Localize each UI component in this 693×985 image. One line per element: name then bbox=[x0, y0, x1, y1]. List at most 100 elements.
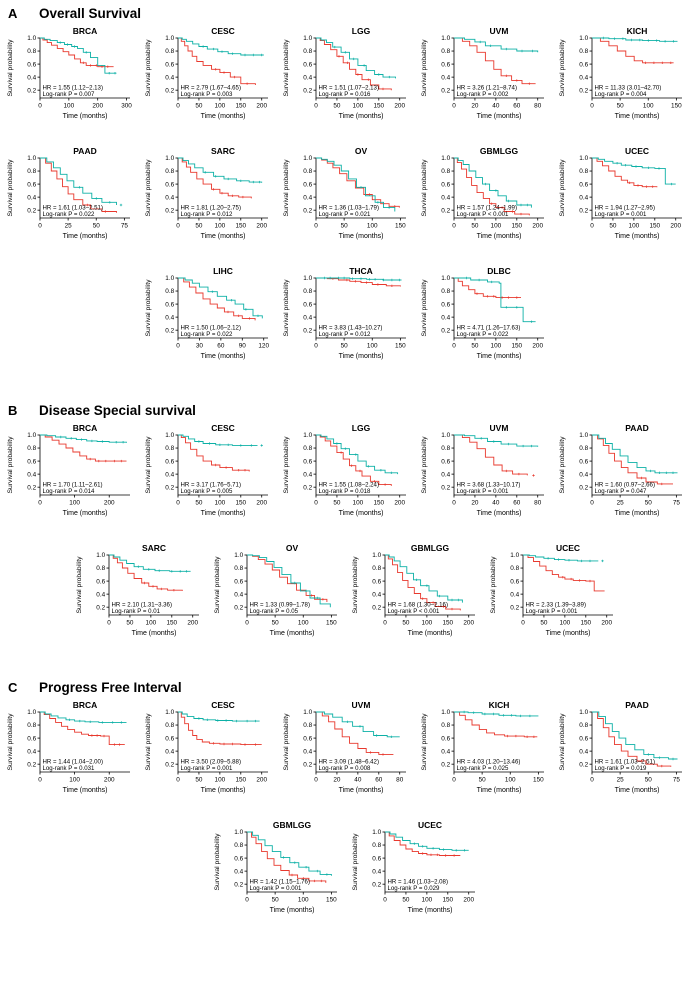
censor-mark bbox=[657, 756, 661, 759]
censor-mark bbox=[477, 278, 480, 282]
censor-mark bbox=[393, 205, 396, 208]
censor-mark bbox=[333, 45, 336, 49]
x-tick-label: 50 bbox=[195, 777, 203, 784]
y-tick-label: 1.0 bbox=[579, 35, 588, 42]
x-tick-label: 50 bbox=[616, 103, 624, 110]
censor-mark bbox=[81, 61, 84, 64]
censor-mark bbox=[88, 720, 91, 723]
y-axis-label: Survival probability bbox=[283, 159, 290, 217]
censor-mark bbox=[147, 568, 150, 571]
y-tick-label: 0.4 bbox=[165, 314, 174, 321]
y-tick-label: 0.8 bbox=[27, 722, 36, 729]
km-curve-teal bbox=[177, 711, 260, 722]
censor-mark bbox=[229, 299, 233, 302]
censor-mark bbox=[412, 842, 415, 845]
logrank-annotation: Log-rank P < 0.001 bbox=[456, 211, 509, 218]
x-tick-label: 100 bbox=[214, 777, 225, 784]
censor-mark bbox=[425, 584, 428, 587]
x-tick-label: 200 bbox=[532, 343, 543, 350]
km-plot-A-UCEC: 0.2 0.4 0.6 0.8 1.0 0 50 100 150 200 UCEC Time (mon… bbox=[559, 146, 682, 240]
x-tick-label: 100 bbox=[490, 223, 501, 230]
plot-cell-A-OV: 0.2 0.4 0.6 0.8 1.0 0 50 100 150 OV Time (months) S… bbox=[278, 145, 416, 257]
censor-mark bbox=[462, 849, 466, 852]
x-axis-label: Time (months) bbox=[338, 233, 383, 240]
y-tick-label: 0.6 bbox=[441, 735, 450, 742]
x-tick-label: 0 bbox=[245, 620, 249, 627]
y-axis-label: Survival probability bbox=[421, 713, 428, 771]
logrank-annotation: Log-rank P < 0.001 bbox=[387, 608, 440, 615]
plot-cell-A-PAAD: 0.2 0.4 0.6 0.8 1.0 0 25 50 75 PAAD Time (months) S… bbox=[2, 145, 140, 257]
plot-cell-A-DLBC: 0.2 0.4 0.6 0.8 1.0 0 50 100 150 200 DLBC Time (mon… bbox=[416, 265, 554, 377]
censor-mark bbox=[59, 435, 62, 439]
y-tick-label: 1.0 bbox=[303, 155, 312, 162]
censor-mark bbox=[117, 743, 121, 746]
censor-mark bbox=[634, 165, 637, 168]
censor-mark bbox=[184, 570, 188, 573]
km-plot-B-PAAD: 0.2 0.4 0.6 0.8 1.0 0 25 50 75 PAAD Time (months) S… bbox=[559, 423, 682, 517]
y-tick-label: 1.0 bbox=[579, 709, 588, 716]
censor-mark bbox=[203, 171, 206, 174]
plot-cell-C-PAAD: 0.2 0.4 0.6 0.8 1.0 0 25 50 75 PAAD Time (months) S… bbox=[554, 699, 692, 811]
censor-mark bbox=[112, 743, 116, 746]
censor-mark bbox=[671, 757, 674, 761]
plot-title: UVM bbox=[489, 26, 508, 36]
y-axis-label: Survival probability bbox=[145, 436, 152, 494]
censor-mark bbox=[84, 51, 87, 54]
km-curve-red bbox=[177, 434, 250, 472]
km-curve-teal bbox=[315, 711, 400, 738]
y-axis-label: Survival probability bbox=[283, 39, 290, 97]
x-tick-label: 150 bbox=[511, 223, 522, 230]
censor-mark bbox=[421, 852, 424, 855]
x-tick-label: 200 bbox=[601, 620, 612, 627]
censor-mark bbox=[441, 605, 445, 608]
x-axis-label: Time (months) bbox=[407, 630, 452, 637]
censor-mark bbox=[237, 314, 240, 317]
x-tick-label: 0 bbox=[314, 500, 318, 507]
y-axis-label: Survival probability bbox=[283, 279, 290, 337]
y-tick-label: 0.2 bbox=[303, 484, 312, 491]
plot-title: OV bbox=[285, 543, 298, 553]
panel-title: Overall Survival bbox=[39, 6, 142, 21]
x-tick-label: 50 bbox=[333, 103, 341, 110]
km-plot-C-UCEC: 0.2 0.4 0.6 0.8 1.0 0 50 100 150 200 UCEC Time (mon… bbox=[352, 820, 475, 914]
km-curve-red bbox=[453, 37, 536, 85]
x-tick-label: 100 bbox=[352, 103, 363, 110]
y-tick-label: 0.6 bbox=[165, 735, 174, 742]
censor-mark bbox=[530, 49, 534, 53]
x-tick-label: 120 bbox=[258, 343, 269, 350]
y-tick-label: 1.0 bbox=[27, 35, 36, 42]
censor-mark bbox=[85, 203, 88, 207]
y-tick-label: 1.0 bbox=[303, 35, 312, 42]
censor-mark bbox=[621, 37, 624, 40]
censor-mark bbox=[214, 463, 217, 467]
x-tick-label: 50 bbox=[195, 223, 203, 230]
x-tick-label: 0 bbox=[245, 897, 249, 904]
x-tick-label: 200 bbox=[256, 223, 267, 230]
censor-mark bbox=[504, 306, 507, 309]
censor-mark bbox=[514, 734, 517, 738]
panel-title: Disease Special survival bbox=[39, 403, 196, 418]
x-tick-label: 100 bbox=[628, 223, 639, 230]
km-curve-teal bbox=[591, 157, 676, 185]
x-tick-label: 150 bbox=[326, 897, 337, 904]
x-tick-label: 0 bbox=[383, 897, 387, 904]
hr-annotation: HR = 1.55 (1.12–2.13) bbox=[42, 84, 102, 91]
censor-mark bbox=[315, 869, 318, 873]
censor-mark bbox=[207, 442, 211, 445]
hr-annotation: HR = 3.26 (1.21–8.74) bbox=[456, 84, 516, 91]
y-tick-label: 0.4 bbox=[579, 74, 588, 81]
x-axis-label: Time (months) bbox=[269, 907, 314, 914]
y-tick-label: 0.2 bbox=[27, 87, 36, 94]
logrank-annotation: Log-rank P = 0.003 bbox=[180, 91, 233, 98]
censor-mark bbox=[663, 40, 666, 43]
y-tick-label: 1.0 bbox=[372, 552, 381, 559]
censor-mark bbox=[623, 164, 627, 167]
x-tick-label: 200 bbox=[256, 500, 267, 507]
censor-mark bbox=[504, 47, 507, 51]
censor-mark bbox=[414, 578, 418, 581]
plot-cell-B-PAAD: 0.2 0.4 0.6 0.8 1.0 0 25 50 75 PAAD Time (months) S… bbox=[554, 422, 692, 534]
censor-mark bbox=[234, 719, 238, 723]
y-tick-label: 0.4 bbox=[165, 194, 174, 201]
x-tick-label: 80 bbox=[534, 500, 542, 507]
y-tick-label: 0.6 bbox=[27, 181, 36, 188]
